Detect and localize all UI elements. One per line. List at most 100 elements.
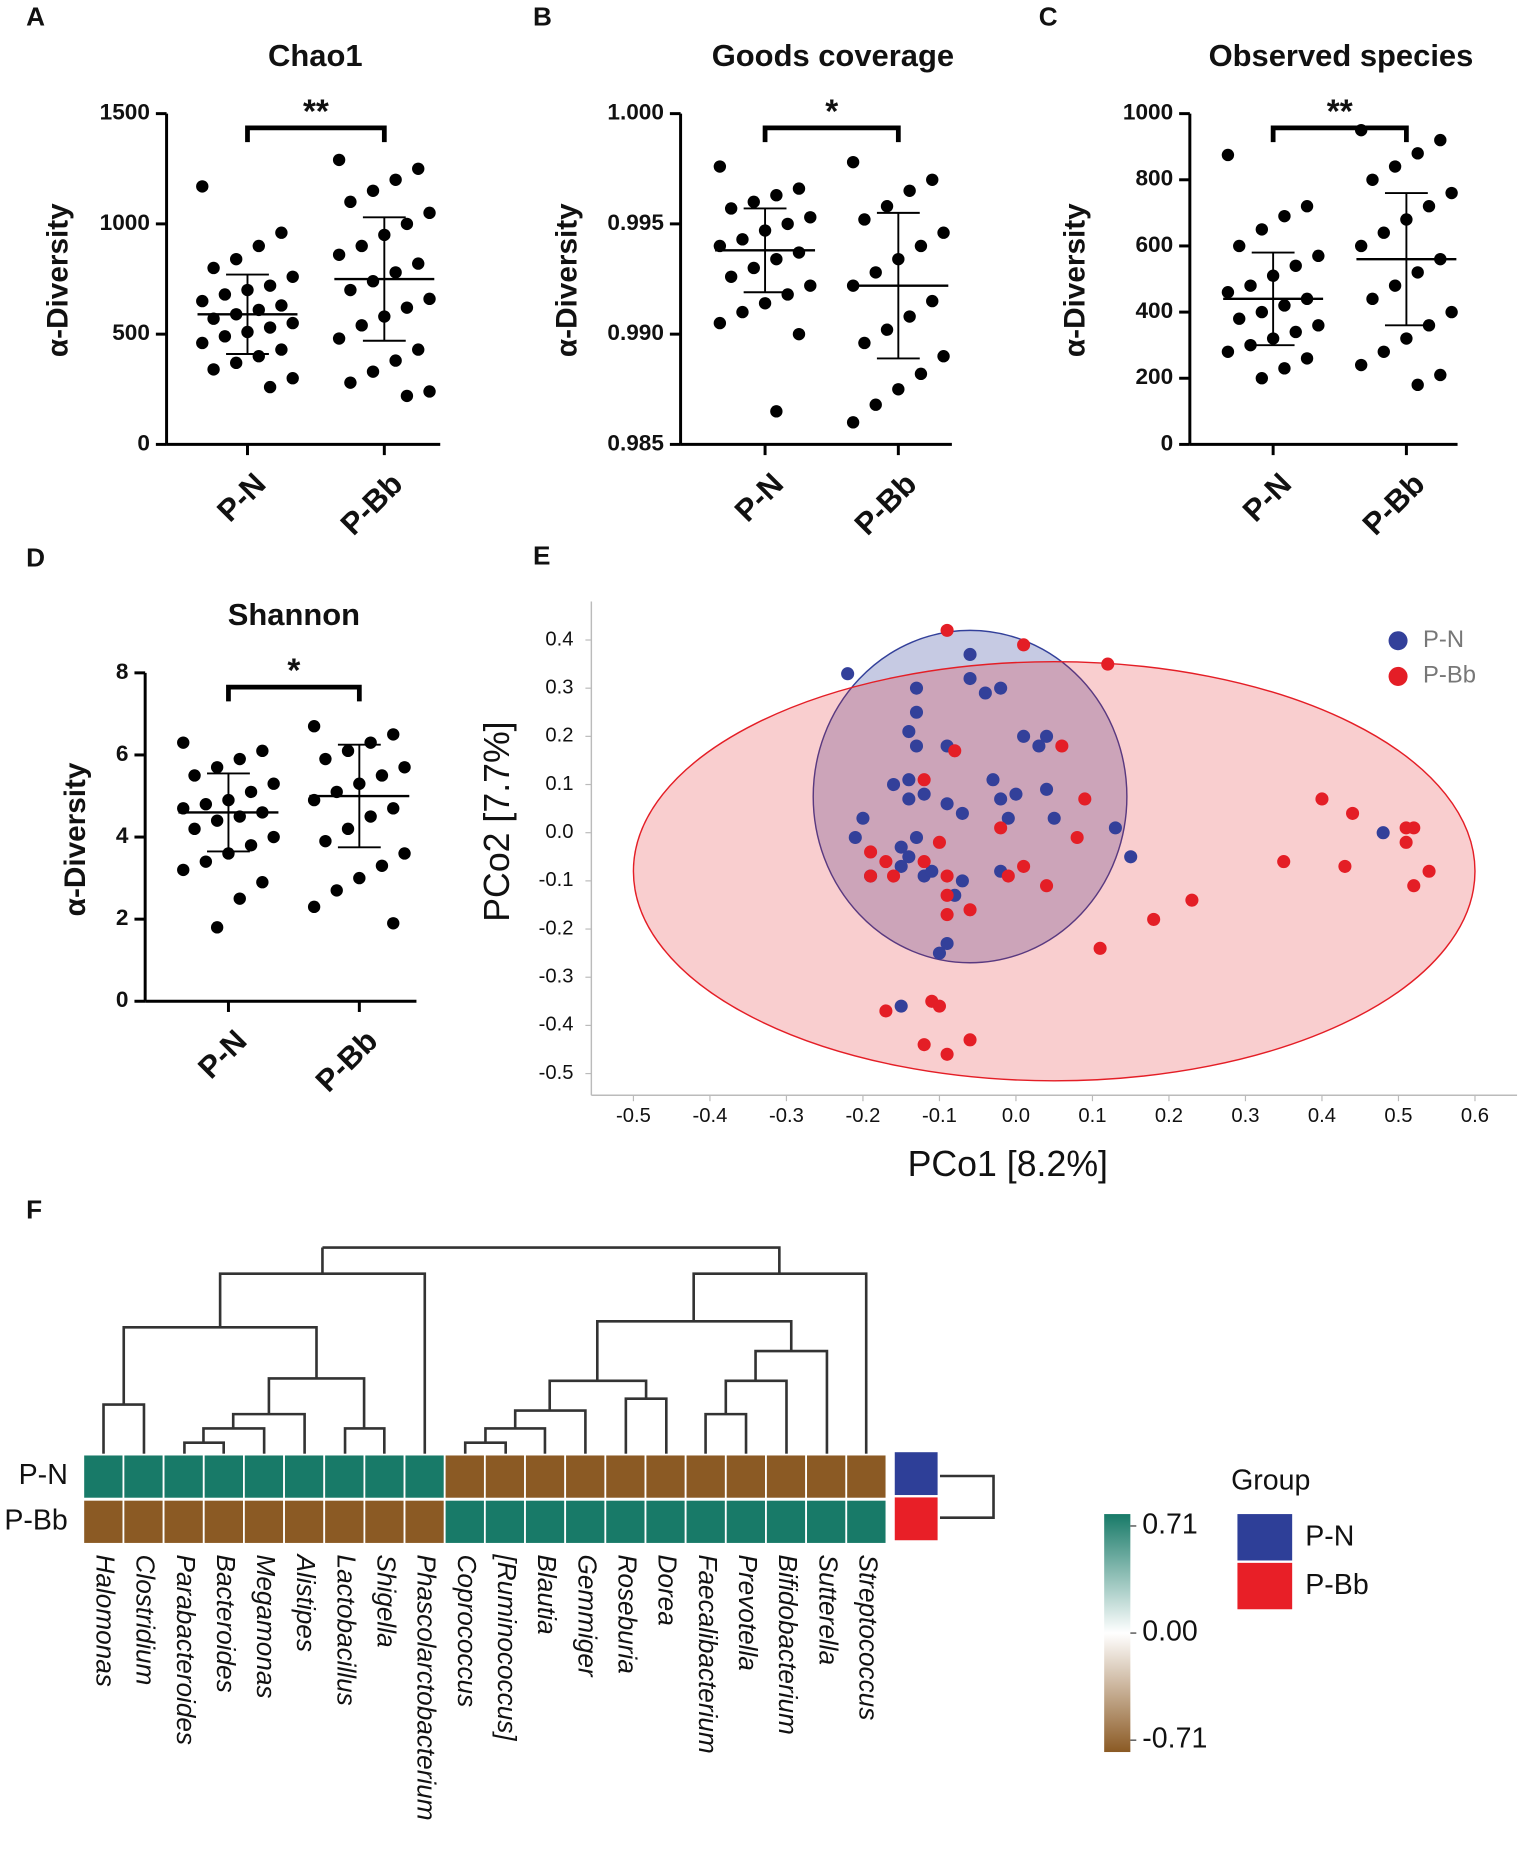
heatmap-cell	[363, 1453, 406, 1500]
data-point	[423, 292, 436, 306]
data-point	[1422, 200, 1436, 213]
data-point	[177, 863, 190, 877]
data-point	[879, 1004, 893, 1018]
data-point	[275, 299, 288, 312]
y-tick-label: 1000	[1123, 100, 1173, 125]
data-point	[1277, 855, 1291, 869]
data-point	[196, 336, 209, 350]
column-label: Lactobacillus	[331, 1555, 361, 1706]
data-point	[858, 336, 871, 350]
data-point	[940, 1047, 954, 1061]
data-point	[366, 365, 380, 378]
data-point	[1078, 792, 1092, 806]
group-legend-label: P-N	[1305, 1520, 1354, 1552]
significance-bracket	[762, 125, 901, 143]
y-tick-label: 0.985	[607, 430, 664, 455]
data-point	[869, 266, 882, 279]
column-label: Bifidobacterium	[773, 1555, 803, 1735]
chart-title: Shannon	[228, 597, 360, 632]
data-point	[1124, 850, 1138, 864]
data-point	[344, 283, 357, 297]
heatmap-cell	[243, 1498, 285, 1545]
heatmap-cell	[243, 1453, 285, 1500]
legend-label: P-N	[1423, 626, 1464, 653]
y-tick-label: 500	[112, 320, 150, 345]
data-point	[758, 297, 772, 310]
data-point	[218, 330, 232, 343]
heatmap-cell	[564, 1498, 607, 1545]
y-tick-label: 0.1	[545, 773, 573, 795]
data-point	[364, 810, 377, 823]
data-point	[713, 239, 727, 253]
data-point	[932, 999, 946, 1013]
data-point	[1315, 792, 1329, 806]
data-point	[909, 830, 924, 845]
column-label: Coprococcus	[452, 1555, 482, 1708]
data-point	[1047, 811, 1061, 825]
data-point	[892, 383, 905, 396]
significance-label: **	[1327, 93, 1353, 130]
column-label: Clostridium	[131, 1555, 161, 1686]
data-point	[222, 847, 235, 860]
data-point	[1422, 319, 1436, 332]
data-point	[925, 864, 939, 878]
heatmap-cell	[724, 1498, 767, 1545]
heatmap-cell	[323, 1498, 366, 1545]
data-point	[355, 239, 368, 253]
x-tick-label: P-N	[728, 466, 790, 528]
data-point	[366, 275, 380, 288]
data-point	[963, 671, 977, 686]
heatmap-cell	[443, 1498, 486, 1545]
data-point	[400, 389, 414, 403]
y-tick-label: -0.4	[539, 1014, 574, 1036]
data-point	[263, 321, 277, 334]
data-point	[903, 310, 916, 323]
data-point	[1221, 345, 1235, 358]
data-point	[256, 744, 269, 758]
data-point	[879, 855, 893, 869]
data-point	[387, 802, 400, 815]
data-point	[344, 195, 357, 209]
data-point	[1070, 830, 1084, 845]
data-point	[937, 226, 950, 239]
data-point	[1055, 739, 1069, 753]
chart-title: Observed species	[1209, 38, 1474, 73]
data-point	[963, 1033, 977, 1047]
data-point	[1407, 821, 1421, 835]
panel-letter: F	[26, 1195, 42, 1225]
panel-letter: E	[533, 540, 550, 570]
data-point	[1009, 787, 1023, 801]
y-axis-label: α-Diversity	[41, 203, 74, 357]
data-point	[926, 294, 939, 308]
data-point	[926, 173, 939, 186]
data-point	[1147, 912, 1161, 926]
data-point	[781, 217, 794, 231]
data-point	[412, 162, 425, 175]
significance-label: *	[825, 93, 838, 130]
data-point	[1354, 239, 1368, 253]
data-point	[747, 261, 760, 275]
legend-marker	[1388, 631, 1408, 651]
y-tick-label: 0.3	[545, 677, 573, 699]
data-point	[375, 769, 389, 782]
data-point	[1376, 826, 1390, 840]
significance-bracket	[1270, 125, 1409, 143]
data-point	[1312, 319, 1325, 332]
x-tick-label: P-Bb	[309, 1023, 385, 1099]
data-point	[917, 773, 931, 787]
row-label: P-Bb	[4, 1504, 67, 1536]
data-point	[869, 398, 882, 411]
data-point	[263, 279, 277, 292]
x-tick-label: P-Bb	[334, 466, 410, 542]
column-label: Roseburia	[613, 1555, 643, 1674]
data-point	[412, 343, 425, 356]
data-point	[1445, 186, 1458, 200]
data-point	[804, 279, 817, 292]
column-label: Shigella	[372, 1555, 402, 1648]
data-point	[914, 239, 928, 253]
data-point	[781, 288, 794, 301]
y-tick-label: -0.3	[539, 966, 574, 988]
data-point	[917, 1038, 931, 1052]
data-point	[1422, 864, 1436, 878]
heatmap-cell	[604, 1453, 647, 1500]
